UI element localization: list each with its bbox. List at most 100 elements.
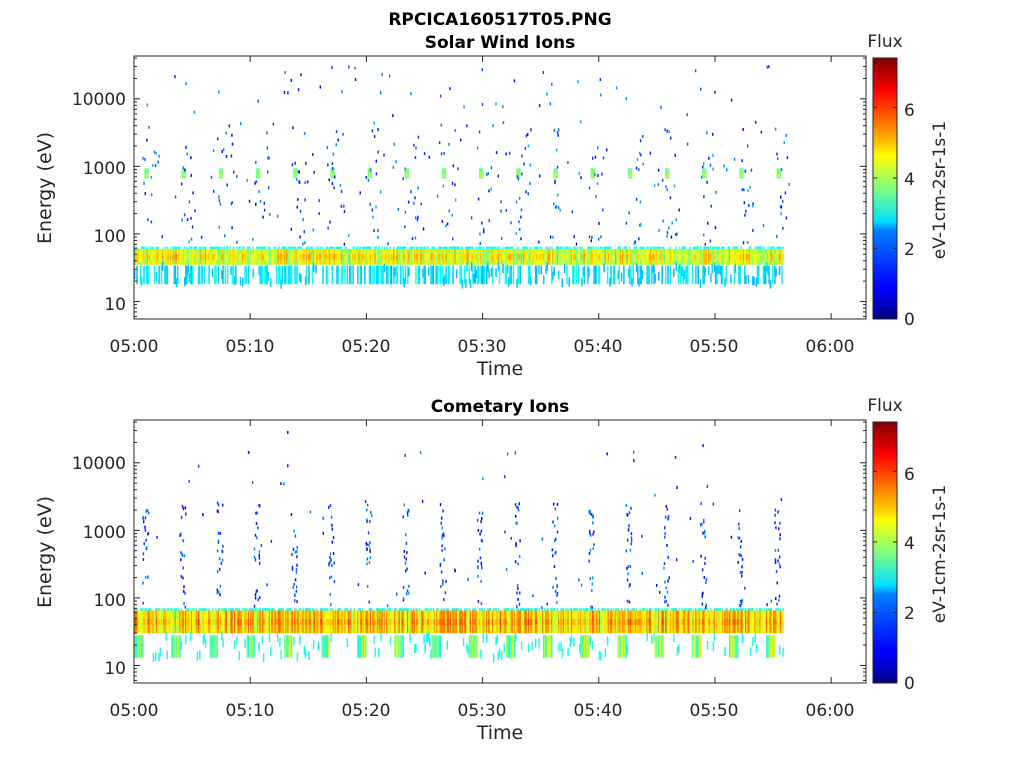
heatmap-cell: [217, 619, 220, 625]
heatmap-cell: [738, 619, 740, 625]
heatmap-cell: [395, 160, 397, 164]
heatmap-cell: [247, 450, 250, 454]
heatmap-cell: [714, 619, 717, 625]
heatmap-cell: [250, 254, 252, 260]
heatmap-cell: [417, 215, 419, 219]
heatmap-cell: [647, 254, 650, 260]
heatmap-cell: [453, 619, 455, 625]
heatmap-cell: [173, 265, 175, 285]
heatmap-cell: [721, 265, 724, 285]
heatmap-cell: [216, 635, 218, 658]
heatmap-cell: [651, 634, 653, 644]
heatmap-cell: [626, 567, 628, 570]
heatmap-cell: [361, 608, 364, 611]
heatmap-cell: [739, 603, 741, 607]
heatmap-cell: [373, 265, 375, 285]
heatmap-cell: [731, 254, 733, 260]
heatmap-cell: [312, 228, 315, 232]
heatmap-cell: [288, 635, 290, 658]
heatmap-cell: [458, 608, 460, 611]
heatmap-cell: [692, 246, 695, 249]
heatmap-cell: [525, 608, 528, 611]
heatmap-cell: [279, 637, 281, 647]
heatmap-cell: [694, 619, 696, 625]
heatmap-cell: [208, 608, 210, 611]
heatmap-cell: [244, 265, 246, 285]
heatmap-cell: [627, 565, 629, 569]
heatmap-cell: [630, 532, 633, 536]
heatmap-cell: [615, 254, 617, 260]
heatmap-cell: [675, 246, 677, 249]
heatmap-cell: [299, 209, 302, 213]
heatmap-cell: [468, 265, 471, 285]
heatmap-cell: [410, 190, 412, 194]
heatmap-cell: [343, 254, 345, 260]
heatmap-cell: [172, 254, 174, 260]
heatmap-cell: [344, 265, 346, 285]
heatmap-cell: [511, 635, 514, 658]
heatmap-cell: [752, 608, 754, 611]
heatmap-cell: [674, 153, 676, 157]
heatmap-cell: [777, 246, 780, 249]
heatmap-cell: [661, 254, 663, 260]
heatmap-cell: [411, 237, 414, 241]
heatmap-cell: [518, 602, 521, 606]
heatmap-cell: [285, 635, 287, 658]
heatmap-cell: [774, 521, 776, 525]
heatmap-cell: [576, 254, 579, 260]
heatmap-cell: [395, 635, 397, 658]
heatmap-cell: [250, 619, 252, 625]
heatmap-cell: [298, 608, 301, 611]
heatmap-cell: [573, 637, 575, 647]
heatmap-cell: [347, 254, 350, 260]
heatmap-cell: [488, 254, 490, 260]
heatmap-cell: [649, 608, 652, 611]
heatmap-cell: [623, 619, 625, 625]
heatmap-cell: [441, 168, 447, 179]
heatmap-cell: [682, 246, 684, 249]
heatmap-cell: [781, 254, 783, 260]
heatmap-cell: [555, 246, 558, 249]
heatmap-cell: [325, 254, 328, 260]
heatmap-cell: [461, 246, 464, 249]
heatmap-cell: [455, 246, 458, 249]
heatmap-cell: [753, 254, 755, 260]
heatmap-cell: [634, 619, 637, 625]
heatmap-cell: [552, 585, 554, 589]
heatmap-cell: [296, 545, 299, 549]
heatmap-cell: [254, 533, 257, 537]
heatmap-cell: [381, 608, 383, 611]
heatmap-cell: [775, 570, 778, 574]
heatmap-cell: [709, 254, 711, 260]
heatmap-cell: [440, 123, 443, 127]
heatmap-cell: [442, 532, 445, 536]
heatmap-cell: [262, 608, 265, 611]
heatmap-cell: [667, 517, 670, 521]
heatmap-cell: [339, 246, 342, 249]
heatmap-cell: [649, 246, 652, 249]
heatmap-cell: [718, 254, 720, 260]
heatmap-cell: [580, 583, 583, 587]
heatmap-cell: [231, 608, 234, 611]
heatmap-cell: [226, 265, 229, 285]
heatmap-cell: [598, 650, 601, 660]
heatmap-cell: [180, 640, 182, 650]
heatmap-cell: [620, 635, 623, 658]
heatmap-cell: [185, 82, 187, 86]
heatmap-cell: [402, 515, 404, 519]
heatmap-cell: [319, 254, 322, 260]
heatmap-cell: [706, 254, 709, 260]
heatmap-cell: [534, 246, 537, 249]
heatmap-cell: [554, 179, 556, 183]
heatmap-cell: [771, 246, 774, 249]
heatmap-cell: [576, 246, 579, 249]
heatmap-cell: [193, 608, 195, 611]
heatmap-cell: [166, 619, 168, 625]
heatmap-cell: [626, 254, 629, 260]
heatmap-cell: [557, 133, 559, 137]
heatmap-cell: [368, 561, 371, 565]
heatmap-cell: [239, 122, 242, 125]
heatmap-cell: [431, 246, 433, 249]
heatmap-cell: [769, 619, 772, 625]
heatmap-cell: [666, 231, 669, 235]
